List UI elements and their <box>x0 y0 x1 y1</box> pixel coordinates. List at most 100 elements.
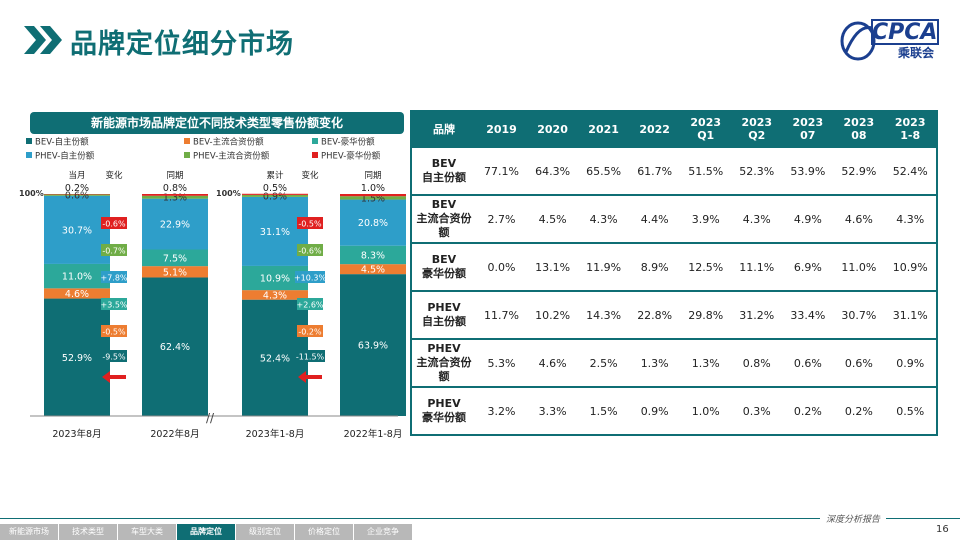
cpca-logo-icon <box>840 19 939 61</box>
legend-swatch <box>26 152 32 158</box>
bar-segment <box>340 245 406 265</box>
change-value: -0.2% <box>298 328 322 337</box>
legend-label: PHEV-主流合资份额 <box>193 151 270 162</box>
table-cell: 31.2% <box>731 291 783 340</box>
x-tick-label: 2022年8月 <box>150 428 199 440</box>
table-cell: 11.7% <box>476 291 528 340</box>
table-cell: 1.0% <box>680 387 732 436</box>
row-header: PHEV 主流合资份额 <box>411 339 476 388</box>
table-cell: 3.2% <box>476 387 528 436</box>
table-cell: 4.3% <box>884 195 937 244</box>
data-label: 0.5% <box>263 183 287 194</box>
table-cell: 8.9% <box>629 243 681 292</box>
left-arrow-icon <box>102 371 126 383</box>
table-header-cell: 2021 <box>578 110 630 148</box>
table-cell: 2.5% <box>578 339 630 388</box>
table-cell: 0.2% <box>833 387 885 436</box>
table-cell: 0.5% <box>884 387 937 436</box>
table-row: BEV 豪华份额 0.0% 13.1% 11.9% 8.9% 12.5% 11.1% 6.9%… <box>411 243 937 292</box>
data-label: 4.6% <box>65 289 89 300</box>
data-label: 30.7% <box>62 225 92 236</box>
table-cell: 4.3% <box>578 195 630 244</box>
stacked-bar-chart: BEV-自主份额 BEV-主流合资份额 BEV-豪华份额 PHEV-自主份额 PHEV-… <box>19 137 406 440</box>
change-badge <box>297 298 323 310</box>
row-header: PHEV 豪华份额 <box>411 387 476 436</box>
bottom-nav: 新能源市场 技术类型 车型大类 品牌定位 级别定位 价格定位 企业竞争 <box>0 524 413 540</box>
row-header: BEV 豪华份额 <box>411 243 476 292</box>
table-cell: 0.2% <box>782 387 834 436</box>
table-header-cell: 品牌 <box>411 110 476 148</box>
change-value: -9.5% <box>102 353 126 362</box>
table-cell: 11.9% <box>578 243 630 292</box>
logo-text: CPCA <box>872 20 938 45</box>
table-cell: 0.8% <box>731 339 783 388</box>
left-arrow-icon <box>298 371 322 383</box>
chevron-icon <box>24 26 62 54</box>
column-header: 当月 <box>68 170 85 181</box>
bar-segment <box>142 198 208 250</box>
x-tick-label: 2023年1-8月 <box>246 428 305 440</box>
logo-subtext: 乘联会 <box>898 46 935 60</box>
legend-swatch <box>312 138 318 144</box>
bar-segment <box>142 249 208 267</box>
table-cell: 77.1% <box>476 148 528 196</box>
change-badge <box>297 217 323 229</box>
change-badge <box>295 271 325 283</box>
bar-segment <box>242 290 308 300</box>
bar-segment <box>44 263 110 289</box>
change-badge <box>101 271 127 283</box>
row-header: BEV 自主份额 <box>411 148 476 196</box>
table-cell: 1.3% <box>680 339 732 388</box>
nav-tab[interactable]: 技术类型 <box>59 524 117 540</box>
change-value: -0.6% <box>102 220 126 229</box>
table-header-cell: 2023 07 <box>782 110 834 148</box>
change-header: 变化 <box>301 170 319 181</box>
bar-segment <box>44 195 110 264</box>
legend-label: PHEV-豪华份额 <box>321 151 381 162</box>
change-value: -0.6% <box>298 247 322 256</box>
table-cell: 65.5% <box>578 148 630 196</box>
change-value: -0.7% <box>102 247 126 256</box>
change-value: -0.5% <box>298 220 322 229</box>
table-cell: 4.5% <box>527 195 579 244</box>
table-cell: 4.4% <box>629 195 681 244</box>
bar-segment <box>142 277 208 416</box>
change-badge <box>101 325 127 337</box>
table-cell: 30.7% <box>833 291 885 340</box>
table-header-cell: 2023 08 <box>833 110 885 148</box>
table-row: BEV 主流合资份额 2.7% 4.5% 4.3% 4.4% 3.9% 4.3% 4.9% 4.… <box>411 195 937 244</box>
change-value: +3.5% <box>100 301 127 310</box>
table-cell: 11.0% <box>833 243 885 292</box>
table-cell: 1.5% <box>578 387 630 436</box>
nav-tab[interactable]: 新能源市场 <box>0 524 58 540</box>
legend-swatch <box>184 152 190 158</box>
table-cell: 0.6% <box>833 339 885 388</box>
table-cell: 4.9% <box>782 195 834 244</box>
table-body: BEV 自主份额 77.1% 64.3% 65.5% 61.7% 51.5% 52.3% 53… <box>411 148 937 436</box>
table-cell: 3.3% <box>527 387 579 436</box>
nav-tab[interactable]: 品牌定位 <box>177 524 235 540</box>
y-top-label: 100% <box>19 189 44 198</box>
bar-segment <box>340 264 406 275</box>
nav-tab[interactable]: 企业竞争 <box>354 524 412 540</box>
bar-segment <box>340 196 406 200</box>
legend-swatch <box>184 138 190 144</box>
nav-tab[interactable]: 车型大类 <box>118 524 176 540</box>
page-title: 品牌定位细分市场 <box>70 29 294 60</box>
change-badge <box>101 244 127 256</box>
nav-tab[interactable]: 级别定位 <box>236 524 294 540</box>
table-cell: 6.9% <box>782 243 834 292</box>
data-label: 1.3% <box>163 193 187 204</box>
table-cell: 33.4% <box>782 291 834 340</box>
data-label: 7.5% <box>163 253 187 264</box>
table-cell: 52.4% <box>884 148 937 196</box>
change-badge <box>295 350 325 362</box>
change-value: +2.6% <box>296 301 323 310</box>
nav-tab[interactable]: 价格定位 <box>295 524 353 540</box>
change-badge <box>297 325 323 337</box>
bar-segment <box>340 194 406 197</box>
data-label: 4.3% <box>263 290 287 301</box>
table-header-cell: 2023 Q2 <box>731 110 783 148</box>
table-row: BEV 自主份额 77.1% 64.3% 65.5% 61.7% 51.5% 52.3% 53… <box>411 148 937 196</box>
footer-note: 深度分析报告 <box>820 512 887 525</box>
